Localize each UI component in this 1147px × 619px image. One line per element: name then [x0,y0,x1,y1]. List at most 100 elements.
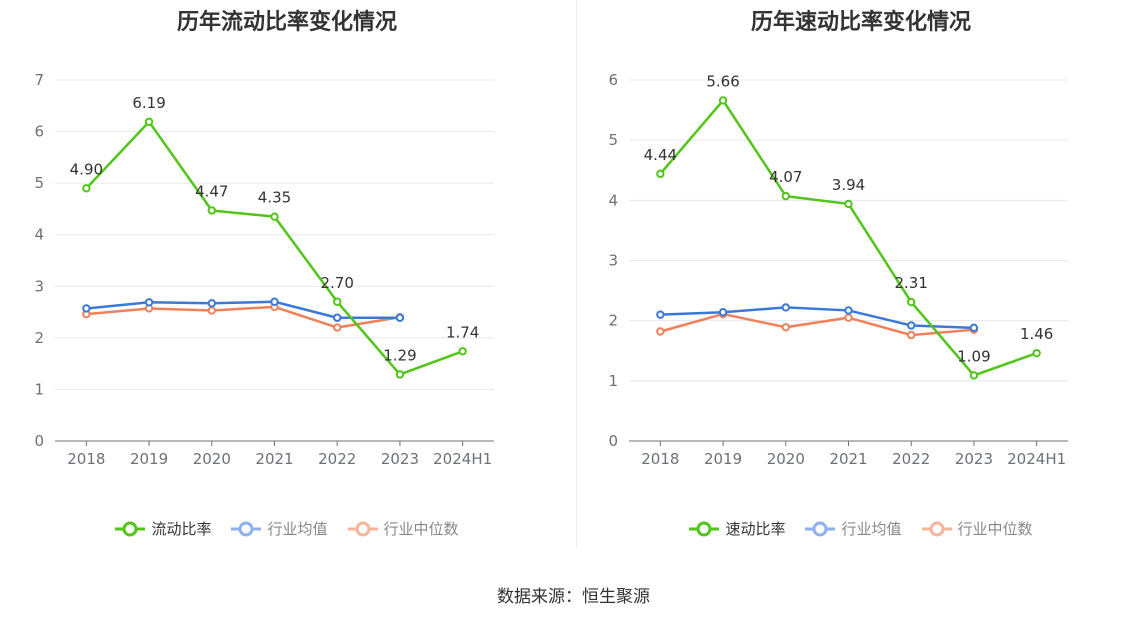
y-tick-label: 2 [34,329,44,347]
legend-item-primary[interactable]: 流动比率 [115,518,211,539]
data-point [207,206,216,215]
x-tick-label: 2021 [829,450,867,468]
y-tick-label: 3 [608,252,618,270]
legend-item-median[interactable]: 行业中位数 [347,518,459,539]
legend-line-circle-icon [115,521,146,536]
legend-line-circle-icon [689,521,720,536]
data-label: 3.94 [832,176,865,194]
data-label: 4.44 [644,146,677,164]
data-point [907,330,916,340]
data-point [395,313,405,322]
data-point [333,313,342,322]
y-tick-label: 4 [34,226,44,244]
data-point [395,370,405,379]
series-line [86,305,401,329]
data-point [844,306,853,315]
series-line [659,99,1038,377]
data-label: 1.46 [1020,325,1053,343]
legend-item-mean[interactable]: 行业均值 [805,518,902,539]
x-tick-label: 2018 [641,450,679,468]
x-tick-label: 2020 [767,450,805,468]
data-label: 6.19 [132,94,165,112]
data-point [144,117,154,126]
series-line [660,312,975,337]
data-point [333,297,342,306]
x-tick-label: 2019 [130,450,168,468]
data-point [207,299,216,308]
data-point [907,297,916,307]
data-point [844,313,853,322]
current-ratio-chart: 0 1 2 3 4 5 6 7 2018 2019 2020 2021 2022 2023 2024H1 4.… [34,71,494,468]
y-tick-label: 1 [34,380,44,398]
data-point [82,184,91,193]
legend-line-circle-icon [805,521,836,536]
x-tick-label: 2023 [381,450,419,468]
x-tick-label: 2022 [318,450,356,468]
data-point [207,306,216,315]
data-label: 4.47 [195,182,228,200]
series-line [660,306,974,330]
y-tick-label: 0 [34,432,44,450]
legend-line-circle-icon [921,521,952,536]
y-tick-label: 6 [608,71,618,89]
data-label: 4.07 [769,168,802,186]
legend: 速动比率 行业均值 行业中位数 [574,518,1147,539]
y-tick-label: 7 [34,71,44,89]
data-point [718,308,728,317]
data-label: 4.35 [258,189,291,207]
chart-title: 历年速动比率变化情况 [750,10,971,35]
data-label: 2.70 [321,274,354,292]
data-point [907,321,916,330]
data-label: 1.09 [957,347,990,365]
x-tick-label: 2022 [892,450,930,468]
y-tick-label: 6 [34,123,44,141]
data-point [144,298,154,307]
data-point [1032,348,1041,358]
panel-divider [576,0,577,548]
legend-item-median[interactable]: 行业中位数 [921,518,1033,539]
data-label: 2.31 [895,274,928,292]
data-source: 数据来源：恒生聚源 [497,587,650,607]
x-tick-label: 2018 [67,450,105,468]
data-point [82,304,91,313]
data-point [270,297,279,306]
y-tick-label: 5 [608,131,618,149]
data-point [656,169,665,179]
legend-line-circle-icon [231,521,262,536]
legend-label: 行业均值 [841,520,902,538]
data-label: 1.74 [446,323,479,341]
data-point [969,323,979,333]
legend-line-circle-icon [347,521,378,536]
series-line [86,300,400,319]
data-point [458,347,467,356]
data-point [781,191,790,201]
y-tick-label: 2 [608,312,618,330]
legend-item-primary[interactable]: 速动比率 [689,518,785,539]
data-point [781,323,790,332]
y-tick-label: 1 [608,372,618,390]
x-tick-label: 2020 [193,450,231,468]
x-tick-label: 2023 [955,450,993,468]
data-point [656,310,665,319]
quick-ratio-panel: 历年速动比率变化情况 0 1 2 3 4 5 6 2018 2019 2020 2021 2022 20… [574,0,1147,560]
legend-label: 速动比率 [725,520,786,538]
x-tick-label: 2019 [704,450,742,468]
y-tick-label: 3 [34,277,44,295]
legend-label: 行业均值 [267,520,328,538]
data-point [718,96,728,105]
data-point [781,303,790,312]
y-tick-label: 5 [34,174,44,192]
legend-item-mean[interactable]: 行业均值 [231,518,328,539]
legend: 流动比率 行业均值 行业中位数 [0,518,574,539]
current-ratio-panel: 历年流动比率变化情况 0 1 2 3 4 5 6 7 2018 2019 2020 2021 2022 2… [0,0,574,560]
data-point [333,323,342,332]
data-label: 5.66 [706,72,739,90]
data-point [270,212,279,221]
data-point [656,327,665,336]
y-tick-label: 0 [608,432,618,450]
series-line [85,120,464,376]
x-tick-label: 2024H1 [1007,450,1066,468]
data-point [969,371,979,380]
data-label: 4.90 [70,160,103,178]
data-label: 1.29 [383,346,416,364]
